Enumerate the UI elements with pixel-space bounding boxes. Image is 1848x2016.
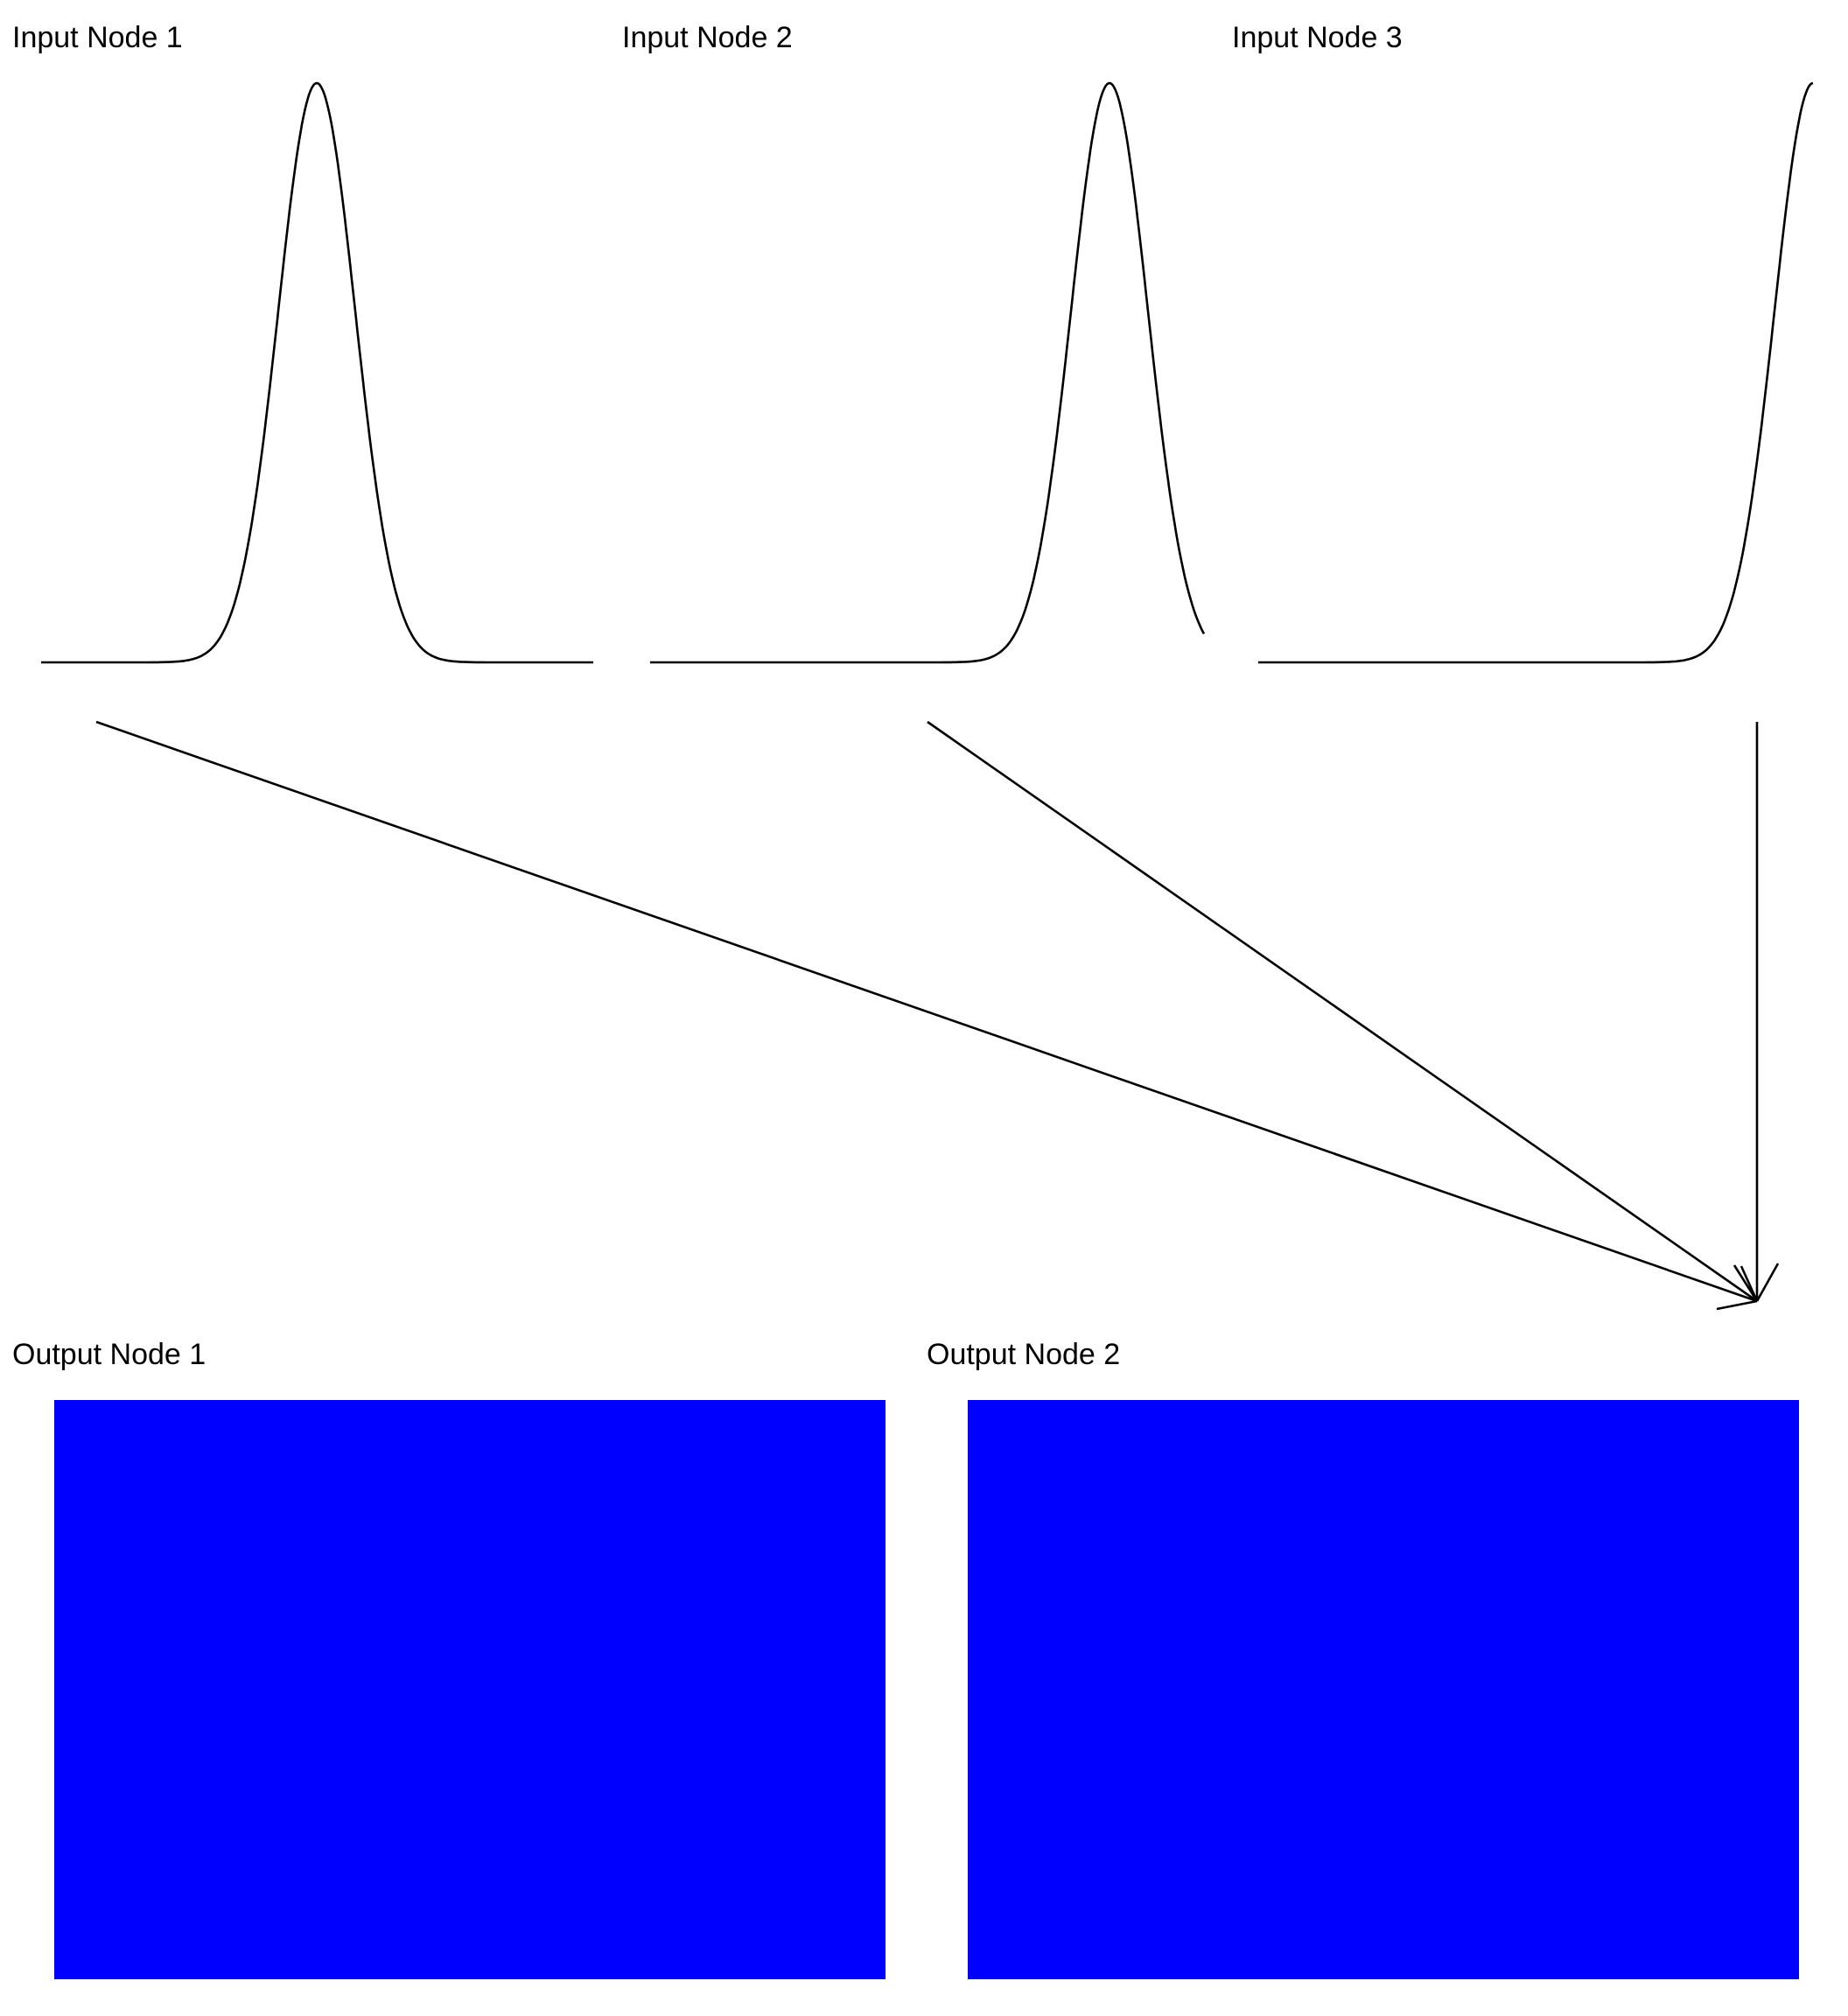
input-node-1-curve: [41, 81, 593, 664]
edge-input-1: [95, 720, 1758, 1303]
output-node-1-label: Output Node 1: [12, 1338, 206, 1371]
input-node-2-label: Input Node 2: [622, 21, 793, 54]
arrowhead-icon: [1716, 1263, 1780, 1311]
output-node-1-block: [54, 1400, 886, 1979]
input-node-3-label: Input Node 3: [1232, 21, 1403, 54]
edge-input-2: [927, 720, 1758, 1303]
output-node-2-block: [968, 1400, 1799, 1979]
input-node-3-curve: [1258, 81, 1814, 664]
output-node-2-label: Output Node 2: [927, 1338, 1120, 1371]
input-node-1-label: Input Node 1: [12, 21, 183, 54]
input-node-2-curve: [650, 81, 1206, 664]
